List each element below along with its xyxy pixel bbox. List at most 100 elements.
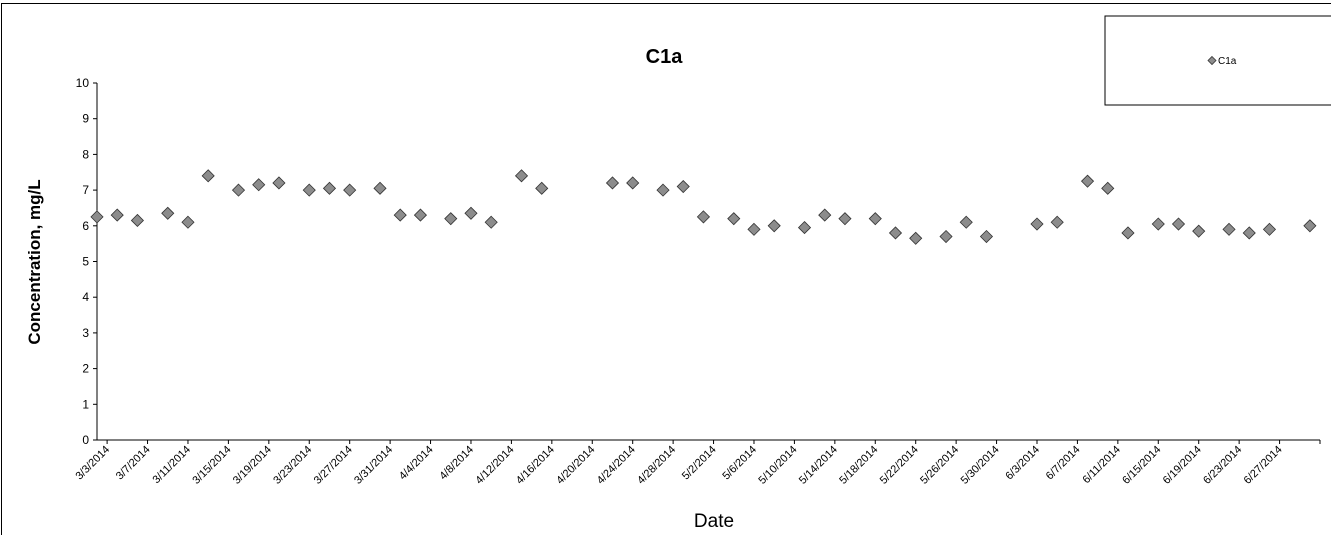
- x-tick-label: 4/20/2014: [554, 444, 597, 487]
- x-tick-label: 4/4/2014: [397, 444, 436, 483]
- x-tick-label: 6/11/2014: [1080, 444, 1123, 487]
- data-point: [233, 184, 245, 196]
- y-tick-label: 8: [82, 147, 89, 161]
- x-tick-label: 3/7/2014: [114, 444, 153, 483]
- data-point: [657, 184, 669, 196]
- data-point: [303, 184, 315, 196]
- data-point: [1172, 218, 1184, 230]
- y-tick-label: 4: [82, 290, 89, 304]
- data-point: [323, 182, 335, 194]
- x-tick-label: 6/19/2014: [1161, 444, 1204, 487]
- data-point: [394, 209, 406, 221]
- data-point: [889, 227, 901, 239]
- y-tick-label: 2: [82, 362, 89, 376]
- y-tick-label: 6: [82, 219, 89, 233]
- data-point: [202, 170, 214, 182]
- data-point: [1223, 223, 1235, 235]
- data-point: [839, 213, 851, 225]
- x-tick-label: 5/22/2014: [878, 444, 921, 487]
- data-point: [980, 231, 992, 243]
- x-tick-label: 3/15/2014: [190, 444, 233, 487]
- data-point: [91, 211, 103, 223]
- data-point: [1082, 175, 1094, 187]
- y-tick-label: 10: [76, 76, 90, 90]
- data-point: [960, 216, 972, 228]
- data-point: [768, 220, 780, 232]
- data-point: [445, 213, 457, 225]
- x-tick-label: 3/11/2014: [151, 444, 194, 487]
- data-point: [677, 181, 689, 193]
- data-point: [1122, 227, 1134, 239]
- x-tick-label: 3/19/2014: [231, 444, 274, 487]
- data-point: [1304, 220, 1316, 232]
- x-tick-label: 3/27/2014: [312, 444, 355, 487]
- x-tick-label: 6/15/2014: [1120, 444, 1163, 487]
- data-point: [1243, 227, 1255, 239]
- x-tick-label: 5/30/2014: [959, 444, 1002, 487]
- x-tick-label: 3/23/2014: [271, 444, 314, 487]
- data-point: [1031, 218, 1043, 230]
- x-tick-label: 6/3/2014: [1003, 444, 1042, 483]
- x-tick-label: 4/8/2014: [437, 444, 476, 483]
- y-tick-label: 7: [82, 183, 89, 197]
- x-axis-title: Date: [694, 511, 734, 532]
- x-tick-label: 6/7/2014: [1044, 444, 1083, 483]
- x-tick-label: 3/3/2014: [73, 444, 112, 483]
- data-point: [465, 207, 477, 219]
- data-point: [606, 177, 618, 189]
- x-tick-label: 5/14/2014: [797, 444, 840, 487]
- x-tick-label: 5/18/2014: [837, 444, 880, 487]
- data-points: [91, 170, 1316, 244]
- data-point: [111, 209, 123, 221]
- data-point: [485, 216, 497, 228]
- data-point: [697, 211, 709, 223]
- y-axis-title: Concentration, mg/L: [25, 179, 44, 344]
- data-point: [253, 179, 265, 191]
- data-point: [516, 170, 528, 182]
- y-ticks: 0 1 2 3 4 5 6 7 8 9 10: [76, 76, 97, 447]
- legend-label: C1a: [1218, 56, 1237, 67]
- x-tick-label: 5/6/2014: [720, 444, 759, 483]
- x-tick-label: 4/12/2014: [473, 444, 516, 487]
- data-point: [182, 216, 194, 228]
- data-point: [819, 209, 831, 221]
- data-point: [162, 207, 174, 219]
- data-point: [748, 223, 760, 235]
- chart-title: C1a: [646, 46, 684, 68]
- data-point: [910, 232, 922, 244]
- y-tick-label: 5: [82, 255, 89, 269]
- data-point: [131, 214, 143, 226]
- y-tick-label: 9: [82, 112, 89, 126]
- x-tick-label: 3/31/2014: [352, 444, 395, 487]
- data-point: [627, 177, 639, 189]
- data-point: [1263, 223, 1275, 235]
- data-point: [869, 213, 881, 225]
- x-tick-label: 5/2/2014: [680, 444, 719, 483]
- y-tick-label: 3: [82, 326, 89, 340]
- x-tick-label: 4/28/2014: [635, 444, 678, 487]
- data-point: [1102, 182, 1114, 194]
- data-point: [728, 213, 740, 225]
- y-tick-label: 1: [82, 397, 89, 411]
- data-point: [374, 182, 386, 194]
- y-tick-label: 0: [82, 433, 89, 447]
- data-point: [1152, 218, 1164, 230]
- data-point: [344, 184, 356, 196]
- x-tick-label: 6/23/2014: [1201, 444, 1244, 487]
- x-tick-label: 5/26/2014: [918, 444, 961, 487]
- legend: C1a: [1105, 16, 1331, 105]
- x-tick-label: 4/16/2014: [514, 444, 557, 487]
- data-point: [1193, 225, 1205, 237]
- data-point: [273, 177, 285, 189]
- x-tick-label: 6/27/2014: [1242, 444, 1285, 487]
- data-point: [940, 231, 952, 243]
- data-point: [799, 222, 811, 234]
- data-point: [1051, 216, 1063, 228]
- data-point: [414, 209, 426, 221]
- x-tick-label: 5/10/2014: [756, 444, 799, 487]
- x-tick-label: 4/24/2014: [595, 444, 638, 487]
- data-point: [536, 182, 548, 194]
